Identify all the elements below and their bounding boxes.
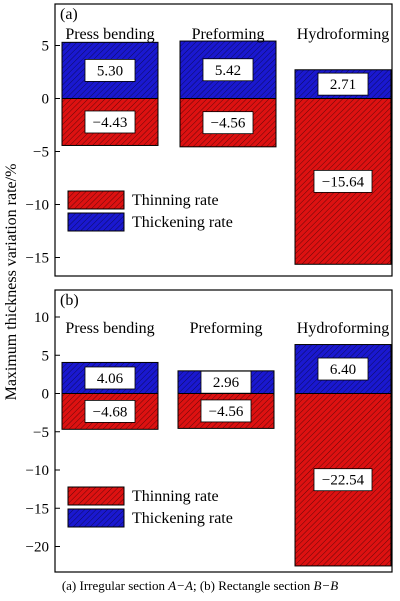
panel-a-ytick-label: 0 bbox=[42, 92, 50, 108]
panel-b-chart: 10 5 0 −5 −10 −15 −20 4.06 −4.68 Press bending 2.9… bbox=[26, 289, 393, 573]
panel-b-ytick-label: 5 bbox=[42, 348, 50, 364]
data-label-thinning-hydroforming-box bbox=[313, 169, 373, 193]
panel-b-legend: Thinning rate Thickening rate bbox=[67, 486, 233, 528]
panel-a-label: (a) bbox=[60, 6, 78, 23]
legend-label-thickening: Thickening rate bbox=[132, 214, 233, 231]
panel-a-legend: Thinning rate Thickening rate bbox=[67, 190, 233, 232]
panel-b-ytick-label: −20 bbox=[26, 540, 49, 556]
category-label-hydroforming: Hydroforming bbox=[297, 320, 389, 337]
data-label-thinning-hydroforming: −22.54 bbox=[322, 473, 365, 489]
bar-thickening-hydroforming bbox=[294, 344, 392, 395]
data-label-thinning-hydroforming: −15.64 bbox=[322, 174, 365, 190]
data-label-thickening-press-bending: 5.30 bbox=[97, 63, 123, 79]
panel-b-ytick-label: −10 bbox=[26, 463, 49, 479]
data-label-thickening-hydroforming: 2.71 bbox=[330, 77, 356, 93]
category-label-preforming: Preforming bbox=[192, 26, 265, 43]
data-label-thinning-press-bending-box bbox=[84, 110, 136, 134]
data-label-thinning-preforming: −4.56 bbox=[211, 116, 246, 132]
legend-swatch-thickening bbox=[67, 508, 125, 528]
panel-a-ytick-label: −5 bbox=[33, 145, 49, 161]
category-label-press-bending: Press bending bbox=[65, 320, 154, 337]
category-label-press-bending: Press bending bbox=[65, 26, 154, 43]
data-label-thinning-preforming-box bbox=[200, 399, 252, 423]
data-label-thinning-press-bending: −4.68 bbox=[93, 404, 128, 420]
data-label-thinning-preforming-box bbox=[202, 111, 254, 135]
data-label-thickening-preforming: 2.96 bbox=[213, 375, 240, 391]
category-label-preforming: Preforming bbox=[190, 320, 263, 337]
panel-b-ytick-label: 10 bbox=[34, 310, 49, 326]
panel-b-frame bbox=[54, 289, 393, 573]
data-label-thickening-hydroforming-box bbox=[317, 72, 369, 96]
data-label-thickening-preforming-box bbox=[202, 58, 254, 82]
data-label-thickening-press-bending-box bbox=[84, 59, 136, 82]
panel-a-ytick-label: −10 bbox=[26, 198, 49, 214]
legend-swatch-thinning bbox=[67, 190, 125, 210]
category-label-hydroforming: Hydroforming bbox=[297, 26, 389, 43]
caption-part-2: ; (b) Rectangle section bbox=[192, 578, 314, 593]
data-label-thinning-hydroforming-box bbox=[313, 468, 373, 492]
panel-b-ytick-label: −5 bbox=[33, 425, 49, 441]
caption-section-a: A−A bbox=[168, 578, 193, 593]
panel-a-ytick-label: −15 bbox=[26, 251, 49, 267]
panel-b-label: (b) bbox=[60, 292, 79, 309]
data-label-thickening-hydroforming: 6.40 bbox=[330, 362, 356, 378]
data-label-thinning-press-bending: −4.43 bbox=[93, 115, 128, 131]
data-label-thickening-hydroforming-box bbox=[317, 357, 369, 381]
data-label-thinning-press-bending-box bbox=[84, 400, 136, 423]
panel-a-chart: 5 0 −5 −10 −15 5.30 −4.43 Press bending 5.42 −4.5… bbox=[26, 3, 393, 277]
data-label-thickening-preforming: 5.42 bbox=[215, 63, 241, 79]
legend-swatch-thinning bbox=[67, 486, 125, 506]
legend-label-thinning: Thinning rate bbox=[132, 488, 219, 505]
figure-caption: (a) Irregular section A−A; (b) Rectangle… bbox=[0, 578, 400, 594]
data-label-thickening-press-bending: 4.06 bbox=[97, 371, 124, 387]
data-label-thinning-preforming: −4.56 bbox=[209, 404, 244, 420]
panel-b-ytick-label: −15 bbox=[26, 501, 49, 517]
caption-section-b: B−B bbox=[313, 578, 339, 593]
panel-b-ytick-label: 0 bbox=[42, 387, 50, 403]
panel-a-frame bbox=[54, 3, 393, 277]
panel-a-ytick-label: 5 bbox=[42, 39, 50, 55]
legend-label-thickening: Thickening rate bbox=[132, 510, 233, 527]
data-label-thickening-preforming-box bbox=[200, 370, 252, 394]
data-label-thickening-press-bending-box bbox=[84, 366, 136, 390]
caption-part-1: (a) Irregular section bbox=[61, 578, 169, 593]
legend-swatch-thickening bbox=[67, 212, 125, 232]
legend-label-thinning: Thinning rate bbox=[132, 192, 219, 209]
y-axis-label: Maximum thickness variation rate/% bbox=[3, 164, 20, 401]
figure: Maximum thickness variation rate/% 5 0 −5 −… bbox=[3, 3, 393, 573]
